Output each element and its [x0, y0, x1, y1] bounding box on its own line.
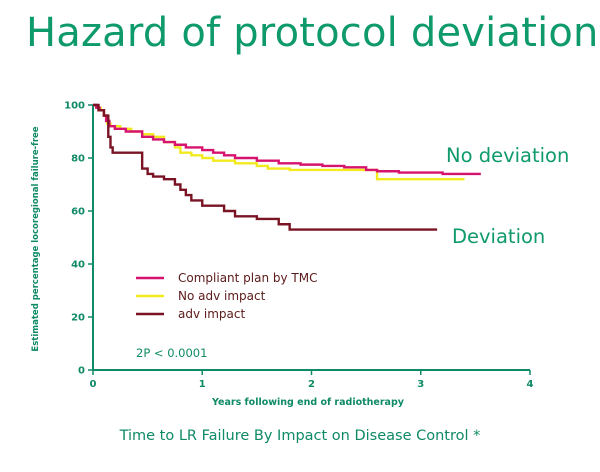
- x-tick-label: 4: [527, 379, 534, 390]
- y-tick-label: 40: [71, 260, 85, 271]
- annotation-no-deviation: No deviation: [446, 144, 569, 167]
- y-tick-label: 80: [71, 154, 85, 165]
- x-tick-label: 0: [90, 379, 97, 390]
- series-line-compliant-plan-by-tmc: [93, 103, 481, 176]
- chart-curves: [93, 103, 481, 231]
- x-tick-label: 2: [308, 379, 315, 390]
- figure-caption: Time to LR Failure By Impact on Disease …: [119, 428, 481, 444]
- legend-label: Compliant plan by TMC: [178, 271, 318, 285]
- y-axis-label: Estimated percentage locoregional failur…: [31, 126, 41, 351]
- y-tick-label: 100: [64, 101, 85, 112]
- annotation-deviation: Deviation: [452, 225, 545, 248]
- p-value-annotation: 2P < 0.0001: [136, 346, 207, 360]
- x-tick-label: 3: [417, 379, 424, 390]
- y-tick-label: 60: [71, 207, 85, 218]
- chart-ticks: 0 20 40 60 80 100 0 1 2 3 4: [64, 101, 533, 391]
- x-axis-label: Years following end of radiotherapy: [211, 397, 405, 408]
- slide-title: Hazard of protocol deviation: [26, 10, 599, 56]
- series-line-adv-impact: [93, 103, 438, 231]
- y-tick-label: 20: [71, 313, 85, 324]
- legend-label: No adv impact: [178, 289, 266, 303]
- y-tick-label: 0: [78, 366, 85, 377]
- chart-legend: Compliant plan by TMC No adv impact adv im…: [136, 271, 318, 321]
- x-tick-label: 1: [199, 379, 206, 390]
- legend-label: adv impact: [178, 307, 245, 321]
